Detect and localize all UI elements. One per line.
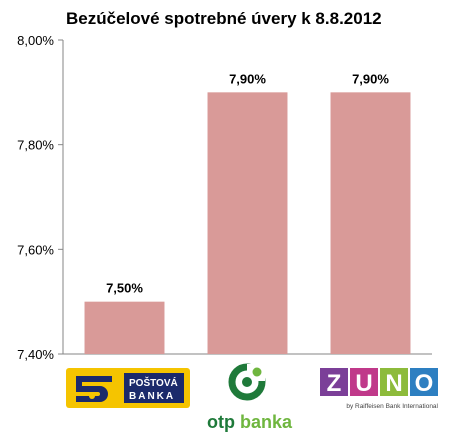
zuno-tagline: by Raiffeisen Bank International (346, 403, 438, 410)
y-tick-label: 7,60% (17, 242, 54, 257)
y-tick-label: 7,40% (17, 347, 54, 362)
postal-horn-icon (76, 376, 112, 402)
postova-banka-logo: POŠTOVÁ BANKA (66, 368, 190, 408)
data-label-2: 7,90% (229, 71, 266, 86)
zuno-letter-box-4 (410, 368, 438, 396)
data-labels: 7,50% 7,90% 7,90% (106, 71, 389, 295)
bars (84, 92, 411, 354)
otp-banka-logo: otp banka (207, 363, 293, 432)
chart-title: Bezúčelové spotrebné úvery k 8.8.2012 (66, 9, 382, 28)
zuno-letter-box-1 (320, 368, 348, 396)
postova-logo-line2: BANKA (129, 391, 175, 402)
data-label-3: 7,90% (352, 71, 389, 86)
otp-logo-text-light: banka (240, 412, 293, 432)
y-tick-label: 8,00% (17, 33, 54, 48)
bar-1 (84, 301, 165, 354)
postova-logo-box (124, 373, 184, 403)
zuno-letter-3: N (385, 370, 402, 397)
zuno-letter-box-3 (380, 368, 408, 396)
bar-3 (330, 92, 411, 354)
postova-logo-line1: POŠTOVÁ (129, 376, 178, 389)
zuno-letter-2: U (355, 370, 372, 397)
zuno-letter-4: O (415, 370, 434, 397)
zuno-letter-1: Z (327, 370, 342, 397)
y-tick-label: 7,80% (17, 138, 54, 153)
otp-logo-text-dark: otp (207, 412, 235, 432)
data-label-1: 7,50% (106, 281, 143, 296)
bar-2 (207, 92, 288, 354)
otp-ring-icon (228, 363, 266, 401)
zuno-logo: Z U N O by Raiffeisen Bank International (320, 368, 439, 410)
zuno-letter-box-2 (350, 368, 378, 396)
